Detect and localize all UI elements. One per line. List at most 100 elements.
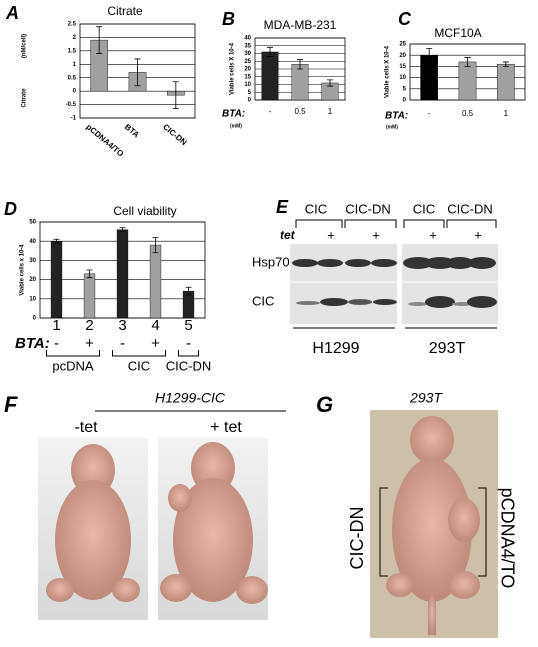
x-tick-label: 1	[504, 109, 509, 118]
x-tick-label: BTA	[123, 122, 141, 139]
tet-sign: +	[474, 227, 482, 242]
x-axis-label: BTA:	[222, 109, 245, 120]
y-tick-label: 25	[244, 59, 251, 65]
error-bar	[86, 269, 93, 279]
error-bar	[327, 79, 333, 87]
row-label: Hsp70	[252, 254, 290, 269]
y-axis-label: Citrate	[22, 88, 28, 108]
blot	[402, 244, 498, 324]
chart-title: Citrate	[107, 4, 143, 18]
mouse	[46, 442, 268, 604]
y-tick-label: -1	[71, 116, 77, 122]
tet-sign: +	[429, 227, 437, 242]
error-bar	[464, 57, 471, 67]
condition: -tet	[74, 419, 98, 436]
x-tick-label: -	[269, 107, 272, 116]
y-tick-label: 5	[403, 86, 407, 92]
error-bar	[297, 59, 303, 70]
error-bar	[426, 48, 433, 63]
treatment-label: +	[151, 335, 160, 352]
x-tick-label: 0.5	[294, 107, 306, 116]
treatment-label: -	[186, 335, 191, 352]
y-tick-label: 10	[244, 82, 251, 88]
error-bar	[152, 236, 159, 254]
group-label: pcDNA	[52, 358, 94, 373]
y-axis-label: Viable cells x 10-4	[20, 244, 26, 296]
tet-sign: +	[372, 227, 380, 242]
x-tick-label: 0.5	[462, 109, 474, 118]
chart-title: MCF10A	[434, 26, 481, 40]
panel-letter: A	[5, 3, 19, 23]
error-bar	[96, 26, 103, 54]
bar	[458, 61, 477, 101]
x-tick-label: CIC-DN	[161, 122, 188, 147]
bar	[261, 51, 279, 101]
x-tick-label: 1	[328, 107, 333, 116]
chart-title: Cell viability	[113, 204, 176, 218]
side-label: CIC-DN	[347, 507, 367, 570]
mouse	[386, 416, 480, 635]
y-tick-label: 0	[33, 316, 37, 322]
x-axis-label: BTA:	[385, 111, 408, 122]
lane-label: CIC	[305, 201, 327, 216]
bar	[83, 273, 96, 319]
error-bar	[267, 46, 273, 57]
tet-label: tet	[280, 228, 296, 242]
bracket	[379, 487, 487, 577]
y-tick-label: 50	[29, 220, 36, 226]
y-tick-label: 0	[248, 98, 252, 104]
y-tick-label: 30	[29, 258, 36, 264]
x-axis-label: BTA:	[15, 335, 50, 352]
bar	[116, 229, 129, 319]
blot	[290, 244, 397, 324]
group-label: CIC	[128, 358, 150, 373]
panel-letter: B	[222, 9, 235, 29]
y-tick-label: 5	[248, 90, 252, 96]
y-axis-label: Viable cells X 10-4	[385, 45, 391, 98]
bar	[291, 64, 309, 101]
error-bar	[185, 286, 192, 296]
treatment-label: +	[85, 335, 94, 352]
tet-sign: +	[327, 227, 335, 242]
panel-letter: E	[276, 197, 289, 217]
panel-letter: F	[4, 392, 18, 417]
lane-label: CIC-DN	[345, 201, 391, 216]
chart-title: MDA-MB-231	[264, 18, 337, 32]
x-tick-label: 2	[85, 317, 93, 334]
lane-label: CIC-DN	[447, 201, 493, 216]
error-bar	[172, 81, 179, 109]
treatment-label: -	[54, 335, 59, 352]
x-tick-label: 3	[118, 317, 126, 334]
y-tick-label: 1.5	[68, 48, 77, 54]
error-bar	[53, 238, 60, 244]
x-tick-label: 5	[184, 317, 192, 334]
plot-frame	[79, 23, 196, 119]
group-bracket	[178, 350, 199, 357]
lane-bracket	[295, 219, 497, 228]
bands	[292, 257, 497, 308]
y-tick-label: 0	[403, 98, 407, 104]
y-tick-label: 10	[29, 296, 36, 302]
error-bar	[134, 58, 141, 87]
error-bar	[502, 61, 509, 67]
treatment-label: -	[120, 335, 125, 352]
side-label: pCDNA4/TO	[497, 488, 517, 589]
y-tick-label: 35	[244, 43, 251, 49]
error-bar	[119, 227, 126, 232]
bar	[50, 240, 63, 319]
y-tick-label: 30	[244, 51, 251, 57]
x-axis-unit: (mM)	[386, 124, 398, 130]
bar	[149, 244, 162, 319]
y-tick-label: 20	[29, 277, 36, 283]
x-tick-label: 1	[52, 317, 60, 334]
y-tick-label: 1	[73, 62, 77, 68]
y-tick-label: 25	[399, 42, 406, 48]
y-axis-unit: (nM/cell)	[22, 34, 28, 58]
row-label: CIC	[252, 293, 274, 308]
bar	[497, 63, 515, 101]
y-tick-label: 15	[399, 64, 406, 70]
y-tick-label: 20	[244, 67, 251, 73]
panel-f: F H1299-CIC -tet + tet	[4, 390, 286, 620]
lane-label: CIC	[413, 201, 435, 216]
